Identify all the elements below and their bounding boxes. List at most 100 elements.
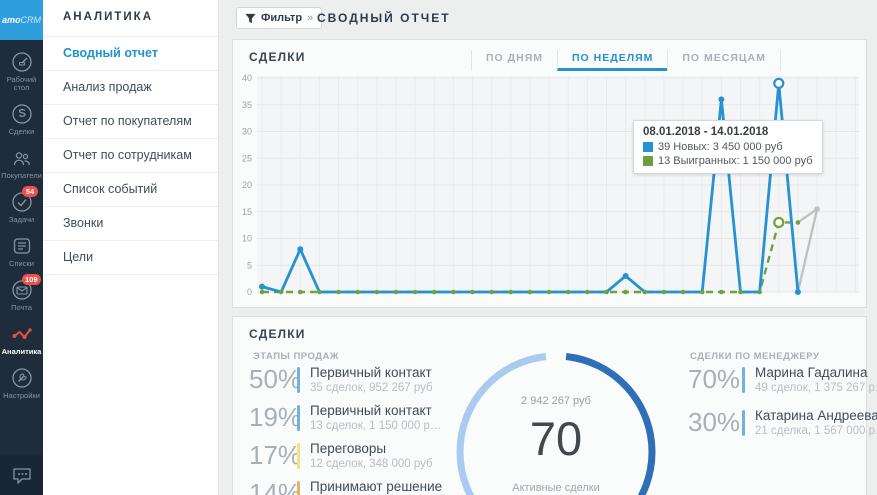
svg-text:25: 25 — [242, 153, 252, 163]
filter-button[interactable]: Фильтр » — [236, 7, 323, 29]
svg-text:0: 0 — [247, 287, 252, 297]
period-tabs: ПО ДНЯМ ПО НЕДЕЛЯМ ПО МЕСЯЦАМ — [471, 50, 781, 71]
sidebar-item-label: Рабочий стол — [6, 75, 37, 92]
svg-text:35: 35 — [242, 100, 252, 110]
menu-item-buyers-report[interactable]: Отчет по покупателям — [43, 105, 218, 139]
svg-text:20: 20 — [242, 180, 252, 190]
secondary-sidebar: АНАЛИТИКА Сводный отчет Анализ продаж От… — [43, 0, 219, 495]
stage-name: Принимают решение — [310, 479, 443, 494]
stage-row: 19% Первичный контакт 13 сделок, 1 150 0… — [249, 403, 464, 433]
lists-icon — [13, 238, 30, 254]
sidebar-item-buyers[interactable]: Покупатели — [0, 146, 43, 180]
stage-sub: 12 сделок, 348 000 руб — [310, 458, 433, 470]
dashboard-gauge-icon — [11, 52, 32, 72]
manager-color-bar — [742, 410, 745, 436]
stage-row: 50% Первичный контакт 35 сделок, 952 267… — [249, 365, 464, 395]
sidebar-item-analytics[interactable]: Аналитика — [0, 322, 43, 356]
tasks-badge: 54 — [22, 186, 38, 197]
sidebar-item-label: Настройки — [3, 391, 40, 400]
manager-percent: 30% — [688, 407, 741, 437]
stage-row: 17% Переговоры 12 сделок, 348 000 руб — [249, 441, 464, 471]
stage-color-bar — [297, 367, 300, 393]
stage-row: 14% Принимают решение 10 сделок, 492 000… — [249, 479, 464, 495]
sidebar-item-settings[interactable]: Настройки — [0, 366, 43, 400]
analytics-icon — [12, 328, 32, 339]
donut-amount: 2 942 267 руб — [521, 395, 591, 407]
svg-text:40: 40 — [242, 73, 252, 83]
stage-percent: 17% — [249, 440, 302, 470]
tooltip-swatch — [643, 156, 653, 166]
managers-list: 70% Марина Гадалина 49 сделок, 1 375 267… — [688, 365, 877, 451]
stage-color-bar — [297, 405, 300, 431]
svg-text:10: 10 — [242, 234, 252, 244]
manager-sub: 21 сделка, 1 567 000 р… — [755, 425, 877, 437]
stage-name: Первичный контакт — [310, 365, 432, 380]
tooltip-date-range: 08.01.2018 - 14.01.2018 — [643, 126, 769, 138]
tooltip-row-new: 39 Новых: 3 450 000 руб — [643, 141, 813, 153]
primary-sidebar: amo CRM Рабочий стол Сделки Покупатели 54… — [0, 0, 43, 495]
sidebar-item-deals[interactable]: Сделки — [0, 102, 43, 136]
stage-percent: 50% — [249, 364, 302, 394]
manager-row: 70% Марина Гадалина 49 сделок, 1 375 267… — [688, 365, 877, 395]
deals-summary-panel: СДЕЛКИ ЭТАПЫ ПРОДАЖ 50% Первичный контак… — [232, 316, 877, 495]
tab-by-months[interactable]: ПО МЕСЯЦАМ — [667, 50, 781, 71]
sidebar-item-lists[interactable]: Списки — [0, 234, 43, 268]
stage-sub: 13 сделок, 1 150 000 р… — [310, 420, 442, 432]
sidebar-item-label: Почта — [11, 303, 32, 312]
sidebar-item-tasks[interactable]: 54 Задачи — [0, 186, 43, 224]
weekly-deals-chart: 0 5 10 15 20 25 30 35 40 08.01.2018 - 14.01.2018… — [233, 40, 866, 307]
stages-heading: ЭТАПЫ ПРОДАЖ — [253, 351, 339, 362]
sidebar-item-label: Сделки — [8, 127, 35, 136]
mail-badge: 109 — [22, 274, 41, 285]
tooltip-swatch — [643, 142, 653, 152]
sidebar-item-mail[interactable]: 109 Почта — [0, 274, 43, 312]
stage-color-bar — [297, 481, 300, 495]
donut-value: 70 — [529, 412, 583, 465]
tooltip-row-won: 13 Выигранных: 1 150 000 руб — [643, 155, 813, 167]
manager-name: Катарина Андреева — [755, 408, 877, 423]
filter-funnel-icon — [245, 13, 256, 23]
tab-by-weeks[interactable]: ПО НЕДЕЛЯМ — [557, 50, 668, 71]
support-chat-button[interactable] — [0, 455, 43, 495]
line-chart-svg: 0 5 10 15 20 25 30 35 40 — [242, 73, 859, 297]
app-logo[interactable]: amo CRM — [0, 0, 43, 40]
stage-name: Первичный контакт — [310, 403, 432, 418]
svg-text:5: 5 — [247, 260, 252, 270]
stage-color-bar — [297, 443, 300, 469]
tab-by-days[interactable]: ПО ДНЯМ — [471, 50, 557, 71]
panel-title: СДЕЛКИ — [249, 50, 306, 64]
manager-color-bar — [742, 367, 745, 393]
menu-item-summary-report[interactable]: Сводный отчет — [43, 37, 218, 71]
sidebar-item-label: Списки — [9, 259, 34, 268]
managers-heading: СДЕЛКИ ПО МЕНЕДЖЕРУ — [690, 351, 820, 362]
panel-title: СДЕЛКИ — [249, 327, 306, 341]
stage-sub: 35 сделок, 952 267 руб — [310, 382, 433, 394]
sidebar-item-desktop[interactable]: Рабочий стол — [0, 50, 43, 92]
weekly-deals-panel: СДЕЛКИ ПО ДНЯМ ПО НЕДЕЛЯМ ПО МЕСЯЦАМ 0 5 1… — [232, 39, 867, 308]
filter-chevron: » — [307, 12, 314, 24]
settings-wrench-icon — [11, 368, 32, 388]
menu-item-goals[interactable]: Цели — [43, 241, 218, 275]
chat-bubble-icon — [12, 468, 31, 484]
manager-name: Марина Гадалина — [755, 365, 868, 380]
menu-item-sales-analysis[interactable]: Анализ продаж — [43, 71, 218, 105]
sidebar-item-label: Аналитика — [1, 347, 42, 356]
menu-item-events-list[interactable]: Список событий — [43, 173, 218, 207]
buyers-icon — [13, 152, 30, 166]
stage-name: Переговоры — [310, 441, 387, 456]
stage-percent: 14% — [249, 478, 302, 495]
manager-percent: 70% — [688, 364, 741, 394]
menu-item-employees-report[interactable]: Отчет по сотрудникам — [43, 139, 218, 173]
tasks-check-icon — [11, 192, 32, 212]
menu-title: АНАЛИТИКА — [63, 11, 154, 23]
donut-caption: Активные сделки — [512, 482, 600, 494]
deals-icon — [11, 104, 32, 124]
mail-icon — [11, 280, 32, 300]
stage-percent: 19% — [249, 402, 302, 432]
sidebar-item-label: Задачи — [8, 215, 35, 224]
chart-tooltip: 08.01.2018 - 14.01.2018 39 Новых: 3 450 … — [633, 120, 823, 174]
page-title: СВОДНЫЙ ОТЧЕТ — [317, 11, 451, 25]
svg-text:15: 15 — [242, 207, 252, 217]
menu-item-calls[interactable]: Звонки — [43, 207, 218, 241]
